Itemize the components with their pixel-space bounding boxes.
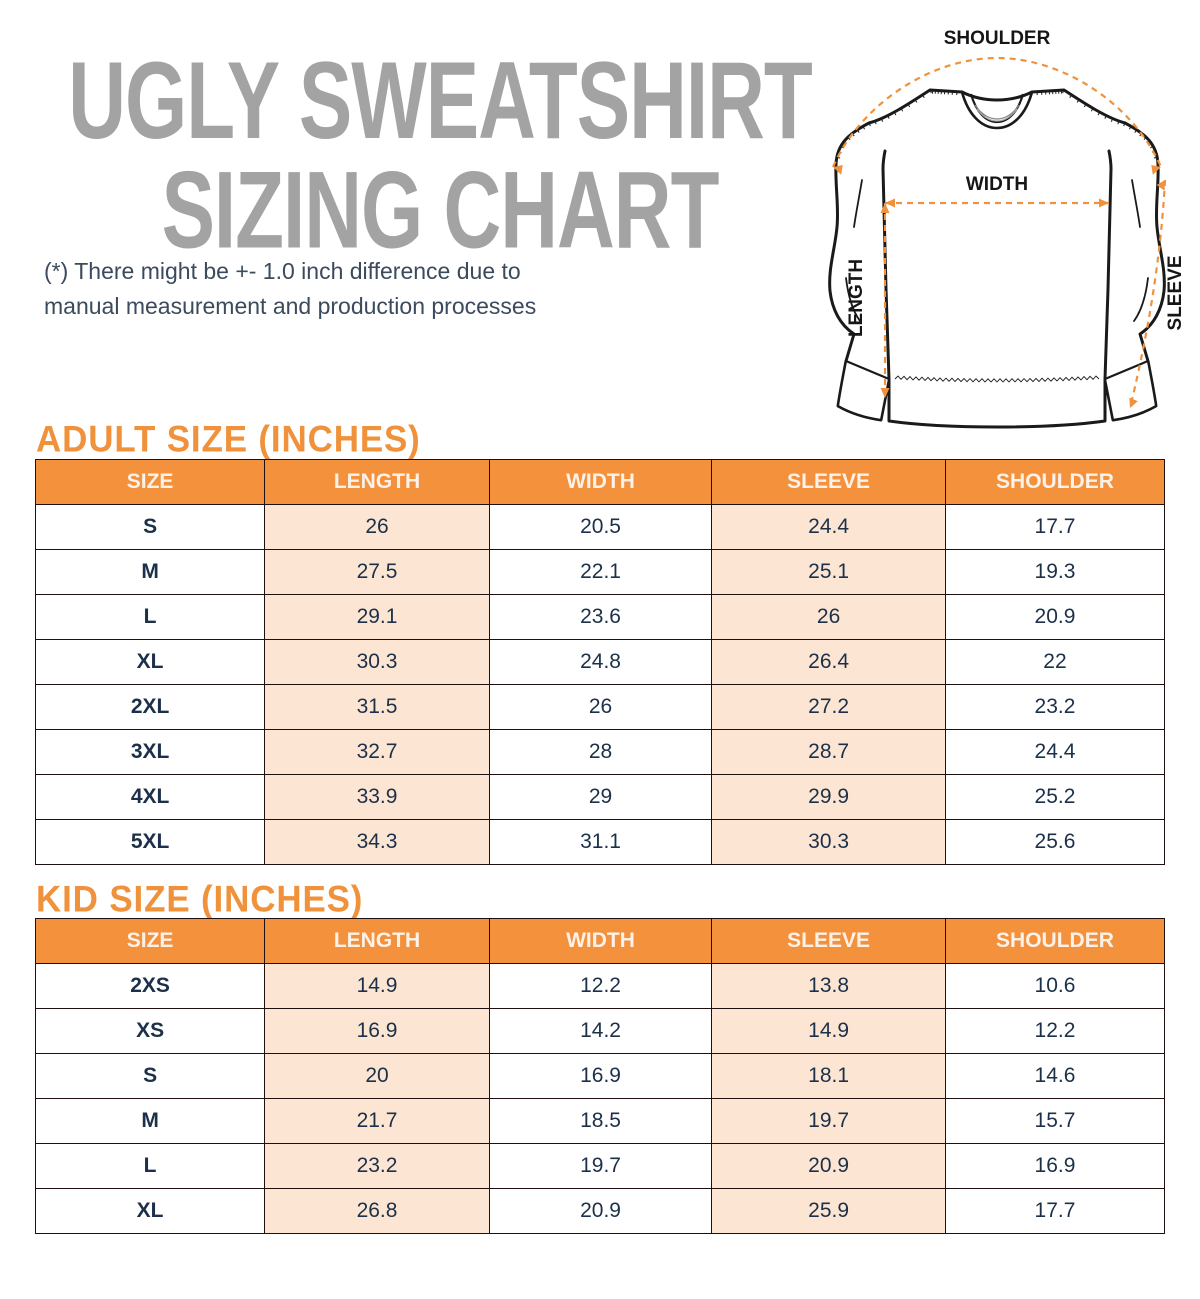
svg-text:LENGTH: LENGTH (846, 259, 867, 337)
svg-text:SLEEVE: SLEEVE (1165, 256, 1182, 331)
svg-text:WIDTH: WIDTH (966, 174, 1028, 195)
svg-text:SHOULDER: SHOULDER (944, 30, 1051, 49)
